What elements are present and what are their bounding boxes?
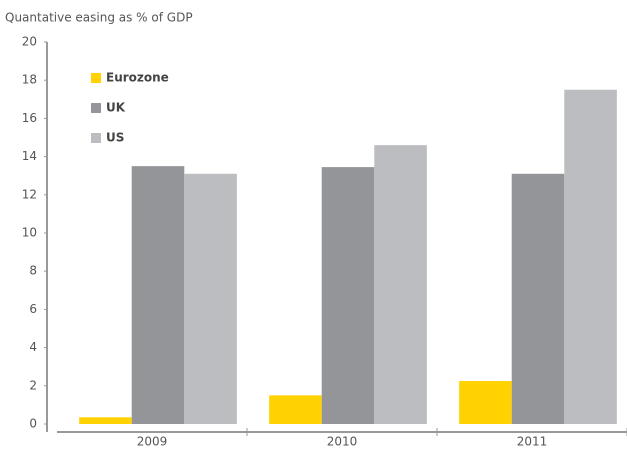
y-tick-label: 12: [22, 187, 37, 201]
bar: [269, 395, 322, 424]
legend-label: US: [106, 131, 124, 145]
bar: [131, 166, 185, 424]
bar: [564, 89, 617, 424]
bar: [79, 417, 132, 424]
chart-title: Quantative easing as % of GDP: [5, 11, 193, 25]
y-tick-label: 2: [29, 378, 37, 392]
y-tick-label: 6: [29, 302, 37, 316]
y-tick-label: 16: [22, 111, 37, 125]
bar: [321, 167, 375, 425]
y-tick-label: 20: [22, 35, 37, 49]
legend-label: Eurozone: [106, 71, 169, 85]
bar: [374, 145, 427, 424]
bar: [459, 381, 512, 424]
y-tick-label: 14: [22, 149, 37, 163]
y-tick-label: 18: [22, 73, 37, 87]
y-tick-label: 8: [29, 264, 37, 278]
legend-swatch: [91, 73, 101, 83]
x-tick-label: 2010: [327, 435, 358, 449]
bar: [184, 173, 237, 424]
legend-swatch: [91, 133, 101, 143]
y-tick-label: 10: [22, 226, 37, 240]
y-tick-label: 4: [29, 340, 37, 354]
x-tick-label: 2011: [517, 435, 548, 449]
legend-swatch: [91, 103, 101, 113]
legend-label: UK: [106, 101, 126, 115]
bar: [511, 173, 565, 424]
x-tick-label: 2009: [137, 435, 168, 449]
y-tick-label: 0: [29, 417, 37, 431]
